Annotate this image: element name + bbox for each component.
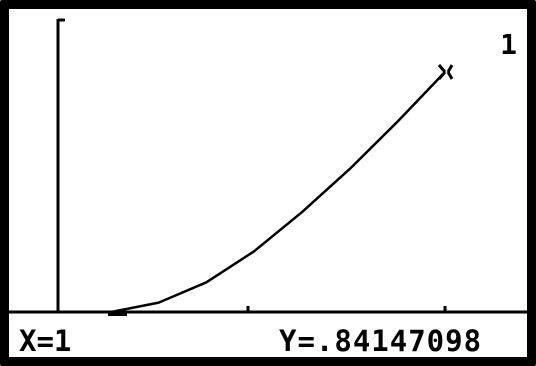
function-curve — [110, 71, 446, 314]
cursor-x-readout: X=1 — [19, 324, 72, 358]
graph-area — [9, 18, 527, 316]
cursor-y-readout: Y=.84147098 — [279, 324, 483, 358]
plot-number: 1 — [500, 28, 517, 61]
trace-cursor-icon — [437, 64, 454, 80]
